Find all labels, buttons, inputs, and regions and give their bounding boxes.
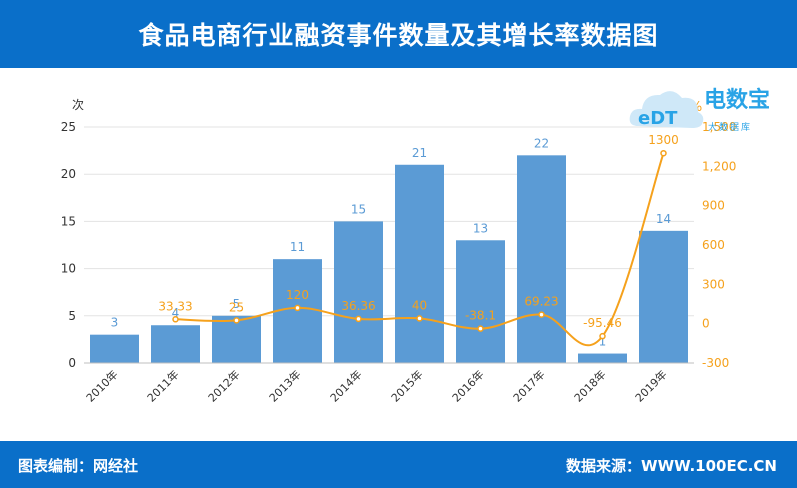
y-right-tick-label: 300	[702, 277, 725, 291]
y-right-tick-label: 0	[702, 317, 710, 331]
bar-value-label: 21	[412, 146, 427, 160]
line-point	[355, 315, 362, 323]
line-point	[660, 149, 667, 157]
footer-data-source: 数据来源：WWW.100EC.CN	[566, 457, 777, 475]
bar	[578, 353, 627, 363]
y-right-tick-label: 600	[702, 238, 725, 252]
bar-value-label: 15	[351, 202, 366, 216]
y-left-unit: 次	[72, 98, 84, 112]
bar-value-label: 1	[599, 335, 607, 349]
line-value-label: 69.23	[524, 295, 558, 309]
bar	[212, 315, 261, 363]
x-tick-label: 2017年	[510, 367, 547, 404]
bar	[151, 325, 200, 363]
bar	[517, 155, 566, 363]
line-point	[477, 325, 484, 332]
line-value-label: 36.36	[341, 299, 375, 313]
chart-footer: 图表编制：网经社 数据来源：WWW.100EC.CN	[0, 441, 797, 488]
bar	[395, 164, 444, 363]
y-right-tick-label: 900	[702, 199, 725, 213]
bar-value-label: 22	[534, 136, 549, 150]
line-value-label: -38.1	[465, 309, 496, 323]
x-tick-label: 2012年	[205, 367, 242, 404]
y-left-tick-label: 10	[61, 262, 76, 276]
x-tick-label: 2019年	[632, 367, 669, 404]
y-left-tick-label: 15	[61, 214, 76, 228]
line-point	[599, 332, 606, 340]
y-right-tick-label: -300	[702, 356, 729, 370]
bar-value-label: 3	[111, 316, 119, 330]
y-left-tick-label: 20	[61, 167, 76, 181]
bar	[639, 230, 688, 363]
cloud-logo-icon: eDT	[629, 91, 704, 129]
svg-text:eDT: eDT	[638, 108, 678, 129]
footer-source-compiler: 图表编制：网经社	[18, 457, 139, 475]
bar-value-label: 5	[233, 297, 241, 311]
y-right-tick-label: 1,200	[702, 159, 736, 173]
y-right-tick-label: 1,500	[702, 120, 736, 134]
x-tick-label: 2015年	[388, 367, 425, 404]
line-point	[538, 311, 545, 318]
line-value-label: -95.46	[583, 316, 622, 330]
bar	[456, 240, 505, 363]
y-left-tick-label: 25	[61, 120, 76, 134]
y-left-tick-label: 5	[68, 309, 76, 323]
x-tick-label: 2013年	[266, 367, 303, 404]
line-value-label: 40	[412, 298, 427, 312]
y-left-tick-label: 0	[68, 356, 76, 370]
x-tick-label: 2014年	[327, 367, 364, 404]
x-tick-label: 2010年	[83, 367, 120, 404]
x-tick-label: 2018年	[571, 367, 608, 404]
line-series: 33.33 25 120 36.36 40 -38.1 69.23 -95.46 1300	[158, 133, 679, 347]
bar-value-label: 4	[172, 306, 180, 320]
line-value-label: 33.33	[158, 299, 192, 313]
line-point	[172, 316, 179, 323]
line-value-label: 1300	[648, 133, 679, 147]
chart-title: 食品电商行业融资事件数量及其增长率数据图	[138, 21, 659, 50]
x-tick-label: 2011年	[144, 367, 181, 404]
chart-header: 食品电商行业融资事件数量及其增长率数据图	[0, 0, 797, 68]
line-point	[294, 304, 301, 312]
bar-value-label: 14	[656, 212, 671, 226]
line-point	[416, 315, 423, 322]
logo: eDT 电数宝 大数据库	[626, 78, 796, 138]
line-value-label: 25	[229, 300, 244, 314]
logo-sub: 大数据库	[708, 123, 753, 133]
chart-area: 3 4 5 11 15 21 13 22 1 14 33.33 25 120 36.36 40 -38.1 6…	[61, 98, 737, 405]
bar	[90, 334, 139, 363]
line-point	[233, 317, 240, 324]
line-value-label: 120	[286, 288, 309, 302]
bar-value-label: 13	[473, 221, 488, 235]
logo-brand: 电数宝	[704, 88, 771, 113]
x-tick-label: 2016年	[449, 367, 486, 404]
bar-value-label: 11	[290, 240, 305, 254]
bar	[334, 221, 383, 363]
